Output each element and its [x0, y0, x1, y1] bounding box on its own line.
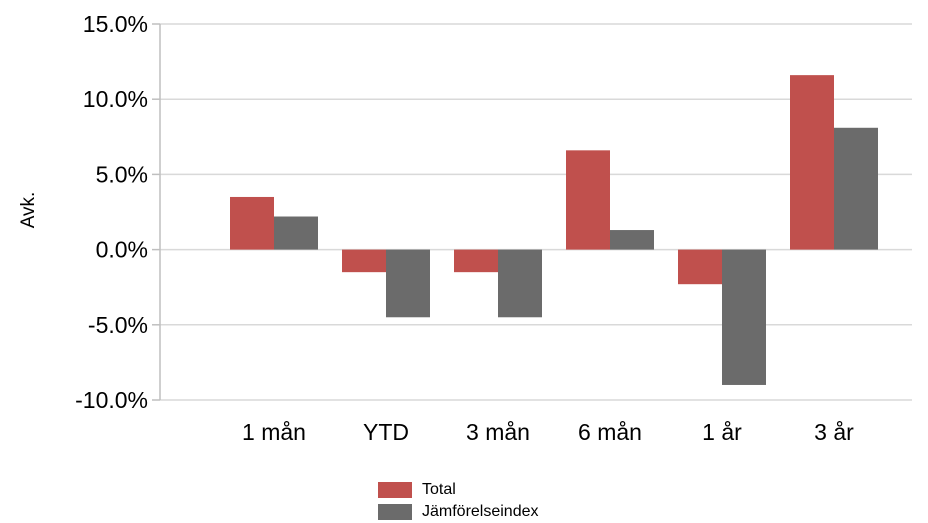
x-tick-labels: 1 mån YTD 3 mån 6 mån 1 år 3 år [242, 419, 854, 445]
y-tick-label: 5.0% [96, 161, 148, 187]
legend-swatch-jamforelseindex [378, 504, 412, 520]
bar-total [790, 75, 834, 250]
bar-jamforelseindex [274, 216, 318, 250]
x-tick-label: YTD [363, 419, 409, 445]
bar-total [454, 249, 498, 273]
bar-jamforelseindex [386, 249, 430, 318]
bar-total [342, 249, 386, 273]
bar-total [230, 196, 274, 250]
bar-jamforelseindex [498, 249, 542, 318]
x-tick-label: 6 mån [578, 419, 642, 445]
bars [230, 75, 878, 385]
y-tick-label: -10.0% [75, 387, 148, 413]
y-tick-label: -5.0% [88, 312, 148, 338]
bar-jamforelseindex [722, 249, 766, 385]
bar-total [566, 150, 610, 250]
legend-item-total: Total [378, 479, 539, 501]
x-tick-label: 1 mån [242, 419, 306, 445]
y-axis-label: Avk. [18, 192, 39, 229]
y-tick-label: 0.0% [96, 237, 148, 263]
x-tick-label: 3 år [814, 419, 854, 445]
x-tick-label: 3 mån [466, 419, 530, 445]
legend-item-jamforelseindex: Jämförelseindex [378, 501, 539, 523]
y-tick-label: 15.0% [83, 11, 148, 37]
bar-jamforelseindex [834, 127, 878, 250]
legend-label-jamforelseindex: Jämförelseindex [422, 503, 539, 520]
bar-total [678, 249, 722, 285]
x-tick-label: 1 år [702, 419, 742, 445]
y-tick-labels: 15.0% 10.0% 5.0% 0.0% -5.0% -10.0% [75, 11, 148, 413]
bar-jamforelseindex [610, 230, 654, 250]
y-tick-label: 10.0% [83, 86, 148, 112]
legend: Total Jämförelseindex [378, 479, 539, 523]
legend-label-total: Total [422, 481, 456, 498]
legend-swatch-total [378, 482, 412, 498]
